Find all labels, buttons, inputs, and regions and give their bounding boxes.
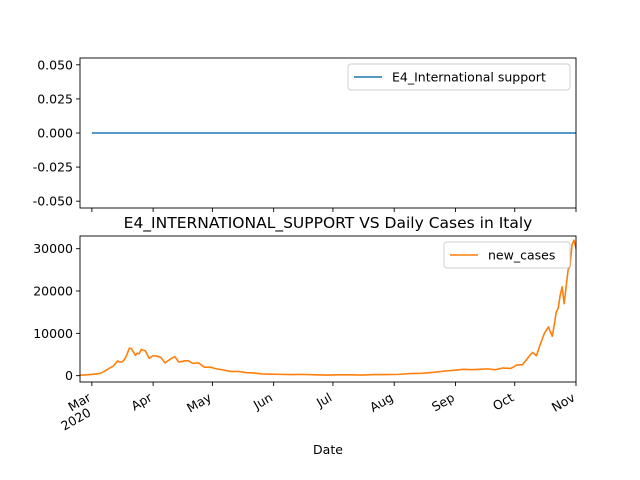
bottom-y-tick-label: 30000: [33, 241, 73, 256]
bottom-legend: new_cases: [443, 241, 571, 269]
top-legend: E4_International support: [347, 63, 571, 91]
bottom-x-tick-label: Jul: [313, 390, 334, 411]
top-legend-box: [347, 63, 571, 91]
bottom-y-tick-label: 20000: [33, 284, 73, 299]
top-plot-frame: [79, 57, 577, 209]
bottom-y-tick-label: 0: [65, 368, 73, 383]
top-legend-label: E4_International support: [392, 70, 546, 85]
top-y-tick-label: 0.000: [37, 126, 73, 141]
top-y-tick-label: -0.050: [33, 194, 73, 209]
bottom-y-tick-label: 10000: [33, 326, 73, 341]
top-y-ticks: 0.050 0.025 0.000 -0.025 -0.050: [33, 57, 80, 209]
top-subplot: 0.050 0.025 0.000 -0.025 -0.050 E4_Internati…: [33, 57, 577, 212]
chart-title: E4_INTERNATIONAL_SUPPORT VS Daily Cases …: [124, 214, 533, 233]
top-y-tick-label: -0.025: [33, 160, 73, 175]
top-y-tick-label: 0.025: [37, 91, 73, 106]
bottom-y-ticks: 0 10000 20000 30000: [33, 241, 80, 383]
x-axis-label: Date: [313, 442, 343, 457]
series-line-new-cases: [79, 239, 577, 377]
top-x-ticks: [91, 208, 577, 212]
bottom-legend-box: [443, 241, 571, 269]
top-y-tick-label: 0.050: [37, 57, 73, 72]
bottom-plot-frame: [79, 235, 577, 383]
bottom-legend-label: new_cases: [488, 248, 555, 263]
